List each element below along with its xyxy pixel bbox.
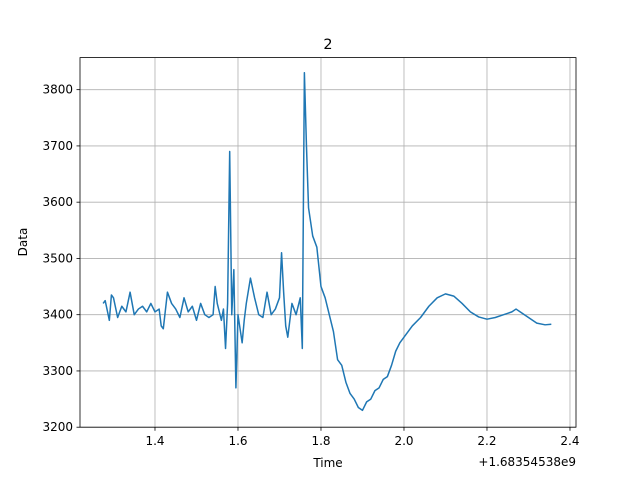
x-tick-label: 2.0 xyxy=(394,434,413,448)
x-tick-label: 1.4 xyxy=(145,434,164,448)
grid xyxy=(80,57,576,428)
y-tick-label: 3800 xyxy=(42,83,73,97)
y-tick-label: 3200 xyxy=(42,420,73,434)
y-tick-label: 3300 xyxy=(42,364,73,378)
x-offset-text: +1.68354538e9 xyxy=(478,455,576,469)
x-tick-label: 2.4 xyxy=(560,434,579,448)
y-tick-label: 3500 xyxy=(42,251,73,265)
axes-frame xyxy=(79,57,577,428)
x-tick-label: 1.8 xyxy=(311,434,330,448)
y-axis-label: Data xyxy=(16,228,30,257)
chart-title: 2 xyxy=(323,37,332,53)
data-line xyxy=(102,72,552,412)
y-tick-label: 3600 xyxy=(42,195,73,209)
plot xyxy=(102,72,552,412)
y-tick-label: 3700 xyxy=(42,139,73,153)
x-tick-label: 2.2 xyxy=(477,434,496,448)
x-tick-label: 1.6 xyxy=(228,434,247,448)
y-tick-label: 3400 xyxy=(42,308,73,322)
x-axis-label: Time xyxy=(312,456,342,470)
